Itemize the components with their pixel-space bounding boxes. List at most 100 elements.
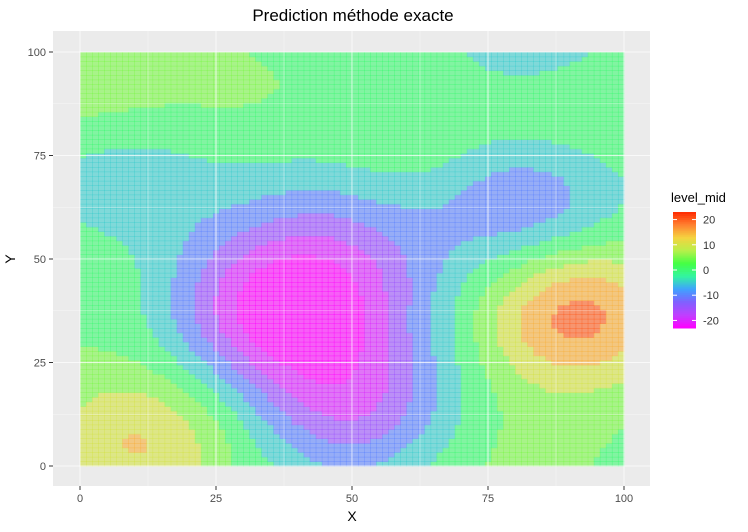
contour-cell xyxy=(122,456,129,462)
contour-cell xyxy=(110,424,117,430)
contour-cell xyxy=(176,378,184,384)
contour-cell xyxy=(291,107,299,113)
contour-cell xyxy=(140,116,148,122)
contour-cell xyxy=(146,318,154,324)
contour-cell xyxy=(249,286,256,292)
contour-cell xyxy=(364,240,371,246)
contour-cell xyxy=(104,185,111,191)
contour-cell xyxy=(376,337,383,343)
contour-cell xyxy=(261,259,268,265)
contour-cell xyxy=(394,254,401,260)
contour-cell xyxy=(152,332,160,338)
contour-cell xyxy=(394,180,401,186)
contour-cell xyxy=(412,387,420,393)
contour-cell xyxy=(382,208,389,214)
contour-cell xyxy=(364,443,371,449)
contour-cell xyxy=(122,318,129,324)
contour-cell xyxy=(285,217,293,223)
contour-cell xyxy=(219,438,226,444)
contour-cell xyxy=(237,70,244,76)
contour-cell xyxy=(140,125,148,131)
contour-cell xyxy=(237,226,244,232)
contour-cell xyxy=(273,433,281,439)
contour-cell xyxy=(291,351,299,357)
contour-cell xyxy=(352,351,359,357)
contour-cell xyxy=(92,222,99,228)
contour-cell xyxy=(321,392,329,398)
contour-cell xyxy=(267,203,275,209)
contour-cell xyxy=(128,314,135,320)
contour-cell xyxy=(400,305,407,311)
contour-cell xyxy=(388,102,395,108)
contour-cell xyxy=(164,203,172,209)
contour-cell xyxy=(128,199,135,205)
contour-cell xyxy=(176,116,184,122)
contour-cell xyxy=(333,203,341,209)
contour-cell xyxy=(303,203,311,209)
contour-cell xyxy=(339,70,347,76)
contour-cell xyxy=(309,194,317,200)
contour-cell xyxy=(140,351,148,357)
contour-cell xyxy=(182,323,190,329)
contour-cell xyxy=(255,144,262,150)
contour-cell xyxy=(86,139,93,145)
contour-cell xyxy=(315,351,323,357)
contour-cell xyxy=(303,61,311,67)
contour-cell xyxy=(104,401,111,407)
contour-cell xyxy=(225,286,232,292)
contour-cell xyxy=(80,259,87,265)
contour-cell xyxy=(237,52,244,58)
contour-cell xyxy=(370,332,377,338)
contour-cell xyxy=(382,314,389,320)
contour-cell xyxy=(158,240,166,246)
contour-cell xyxy=(243,56,250,62)
contour-cell xyxy=(394,291,401,297)
contour-cell xyxy=(352,79,359,85)
contour-cell xyxy=(225,452,232,458)
contour-cell xyxy=(339,249,347,255)
contour-cell xyxy=(321,157,329,163)
contour-cell xyxy=(176,144,184,150)
contour-cell xyxy=(309,171,317,177)
contour-cell xyxy=(339,282,347,288)
contour-cell xyxy=(412,433,420,439)
contour-cell xyxy=(122,286,129,292)
contour-cell xyxy=(315,305,323,311)
contour-cell xyxy=(200,190,208,196)
contour-cell xyxy=(128,102,135,108)
contour-cell xyxy=(388,84,395,90)
contour-cell xyxy=(388,268,395,274)
contour-cell xyxy=(291,176,299,182)
contour-cell xyxy=(98,392,105,398)
contour-cell xyxy=(406,438,414,444)
contour-cell xyxy=(140,305,148,311)
contour-cell xyxy=(194,424,202,430)
contour-cell xyxy=(370,79,377,85)
contour-cell xyxy=(364,328,371,334)
contour-cell xyxy=(406,443,414,449)
contour-cell xyxy=(176,171,184,177)
contour-cell xyxy=(382,277,389,283)
contour-cell xyxy=(158,93,166,99)
contour-cell xyxy=(279,185,287,191)
contour-cell xyxy=(388,157,395,163)
contour-cell xyxy=(291,415,299,421)
contour-cell xyxy=(219,443,226,449)
contour-cell xyxy=(219,429,226,435)
contour-cell xyxy=(134,268,142,274)
contour-cell xyxy=(267,456,275,462)
contour-cell xyxy=(339,323,347,329)
contour-cell xyxy=(158,180,166,186)
contour-cell xyxy=(382,364,389,370)
contour-cell xyxy=(104,121,111,127)
contour-cell xyxy=(333,291,341,297)
contour-cell xyxy=(200,194,208,200)
contour-cell xyxy=(406,245,414,251)
contour-cell xyxy=(279,203,287,209)
contour-cell xyxy=(297,415,305,421)
contour-cell xyxy=(110,61,117,67)
contour-cell xyxy=(80,456,87,462)
contour-cell xyxy=(231,70,238,76)
contour-cell xyxy=(394,52,401,58)
contour-cell xyxy=(315,452,323,458)
